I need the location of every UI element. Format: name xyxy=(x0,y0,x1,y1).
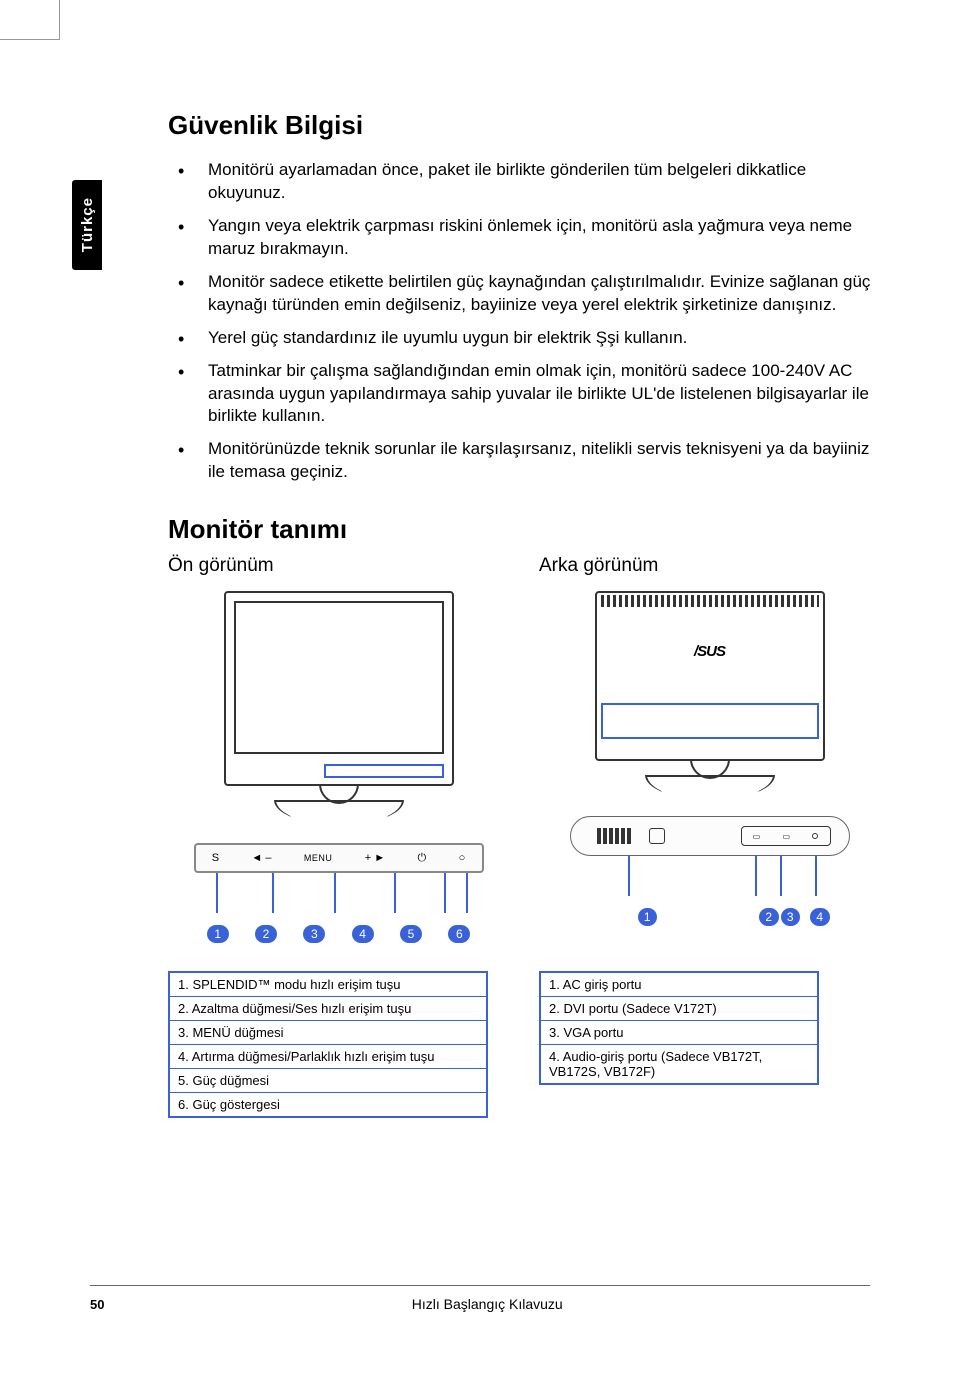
legend-row: 3. VGA portu xyxy=(541,1021,817,1045)
front-number-row: 1 2 3 4 5 6 xyxy=(194,925,484,943)
splendid-button-icon: S xyxy=(212,852,219,864)
monitor-back-panel: /SUS xyxy=(595,591,825,761)
callout-badge: 1 xyxy=(638,908,658,926)
menu-button-label: MENU xyxy=(304,853,333,863)
page-content: Güvenlik Bilgisi Monitörü ayarlamadan ön… xyxy=(90,110,880,1118)
bullet-item: Monitörü ayarlamadan önce, paket ile bir… xyxy=(168,159,880,205)
legend-row: 4. Artırma düğmesi/Parlaklık hızlı erişi… xyxy=(170,1045,486,1069)
bullet-item: Tatminkar bir çalışma sağlandığından emi… xyxy=(168,360,880,429)
monitor-front-screen xyxy=(234,601,444,754)
front-legend: 1. SPLENDID™ modu hızlı erişim tuşu 2. A… xyxy=(168,971,488,1118)
back-view-title: Arka görünüm xyxy=(539,555,880,577)
front-view-column: Ön görünüm S ◄ – MENU + ► ⏻ ○ xyxy=(168,555,509,1118)
decrease-button-icon: ◄ – xyxy=(251,852,271,864)
front-button-strip: S ◄ – MENU + ► ⏻ ○ xyxy=(194,843,484,873)
back-port-bar: ▭▭ xyxy=(570,816,850,856)
legend-row: 2. DVI portu (Sadece V172T) xyxy=(541,997,817,1021)
legend-row: 3. MENÜ düğmesi xyxy=(170,1021,486,1045)
back-view-column: Arka görünüm /SUS ▭▭ xyxy=(539,555,880,1118)
views-row: Ön görünüm S ◄ – MENU + ► ⏻ ○ xyxy=(168,555,880,1118)
callout-badge: 3 xyxy=(303,925,325,943)
front-view-title: Ön görünüm xyxy=(168,555,509,577)
power-led-icon: ○ xyxy=(459,852,466,864)
legend-row: 2. Azaltma düğmesi/Ses hızlı erişim tuşu xyxy=(170,997,486,1021)
back-number-row: 1 2 3 4 xyxy=(590,908,830,926)
safety-bullet-list: Monitörü ayarlamadan önce, paket ile bir… xyxy=(168,159,880,484)
monitor-front-bezel xyxy=(224,591,454,786)
heading-monitor-intro: Monitör tanımı xyxy=(168,514,880,545)
bullet-item: Monitörünüzde teknik sorunlar ile karşıl… xyxy=(168,438,880,484)
legend-row: 4. Audio-giriş portu (Sadece VB172T, VB1… xyxy=(541,1045,817,1083)
back-port-highlight xyxy=(601,703,819,739)
callout-badge: 3 xyxy=(781,908,801,926)
port-group-icon: ▭▭ xyxy=(741,826,831,846)
monitor-stand-base xyxy=(274,800,404,825)
front-diagram: S ◄ – MENU + ► ⏻ ○ 1 2 xyxy=(168,591,509,971)
legend-row: 1. SPLENDID™ modu hızlı erişim tuşu xyxy=(170,973,486,997)
legend-row: 6. Güç göstergesi xyxy=(170,1093,486,1116)
page-number: 50 xyxy=(90,1297,104,1312)
callout-badge: 6 xyxy=(448,925,470,943)
footer-title: Hızlı Başlangıç Kılavuzu xyxy=(412,1296,563,1312)
callout-badge: 2 xyxy=(255,925,277,943)
ac-port-icon xyxy=(597,827,645,845)
legend-row: 5. Güç düğmesi xyxy=(170,1069,486,1093)
back-legend: 1. AC giriş portu 2. DVI portu (Sadece V… xyxy=(539,971,819,1085)
back-lead-lines xyxy=(570,856,850,906)
legend-row: 1. AC giriş portu xyxy=(541,973,817,997)
front-lead-lines xyxy=(194,873,484,923)
heading-safety: Güvenlik Bilgisi xyxy=(168,110,880,141)
asus-logo: /SUS xyxy=(597,643,823,660)
crop-mark xyxy=(0,0,60,40)
callout-badge: 4 xyxy=(352,925,374,943)
monitor-stand-base xyxy=(645,775,775,800)
front-button-highlight xyxy=(324,764,444,778)
bullet-item: Yerel güç standardınız ile uyumlu uygun … xyxy=(168,327,880,350)
page-footer: 50 Hızlı Başlangıç Kılavuzu xyxy=(90,1285,870,1312)
increase-button-icon: + ► xyxy=(365,852,385,864)
callout-badge: 2 xyxy=(759,908,779,926)
monitor-back-vents xyxy=(601,595,819,607)
back-diagram: /SUS ▭▭ xyxy=(539,591,880,971)
bullet-item: Yangın veya elektrik çarpması riskini ön… xyxy=(168,215,880,261)
port-icon xyxy=(649,828,665,844)
power-button-icon: ⏻ xyxy=(418,852,427,865)
callout-badge: 5 xyxy=(400,925,422,943)
callout-badge: 1 xyxy=(207,925,229,943)
callout-badge: 4 xyxy=(810,908,830,926)
bullet-item: Monitör sadece etikette belirtilen güç k… xyxy=(168,271,880,317)
